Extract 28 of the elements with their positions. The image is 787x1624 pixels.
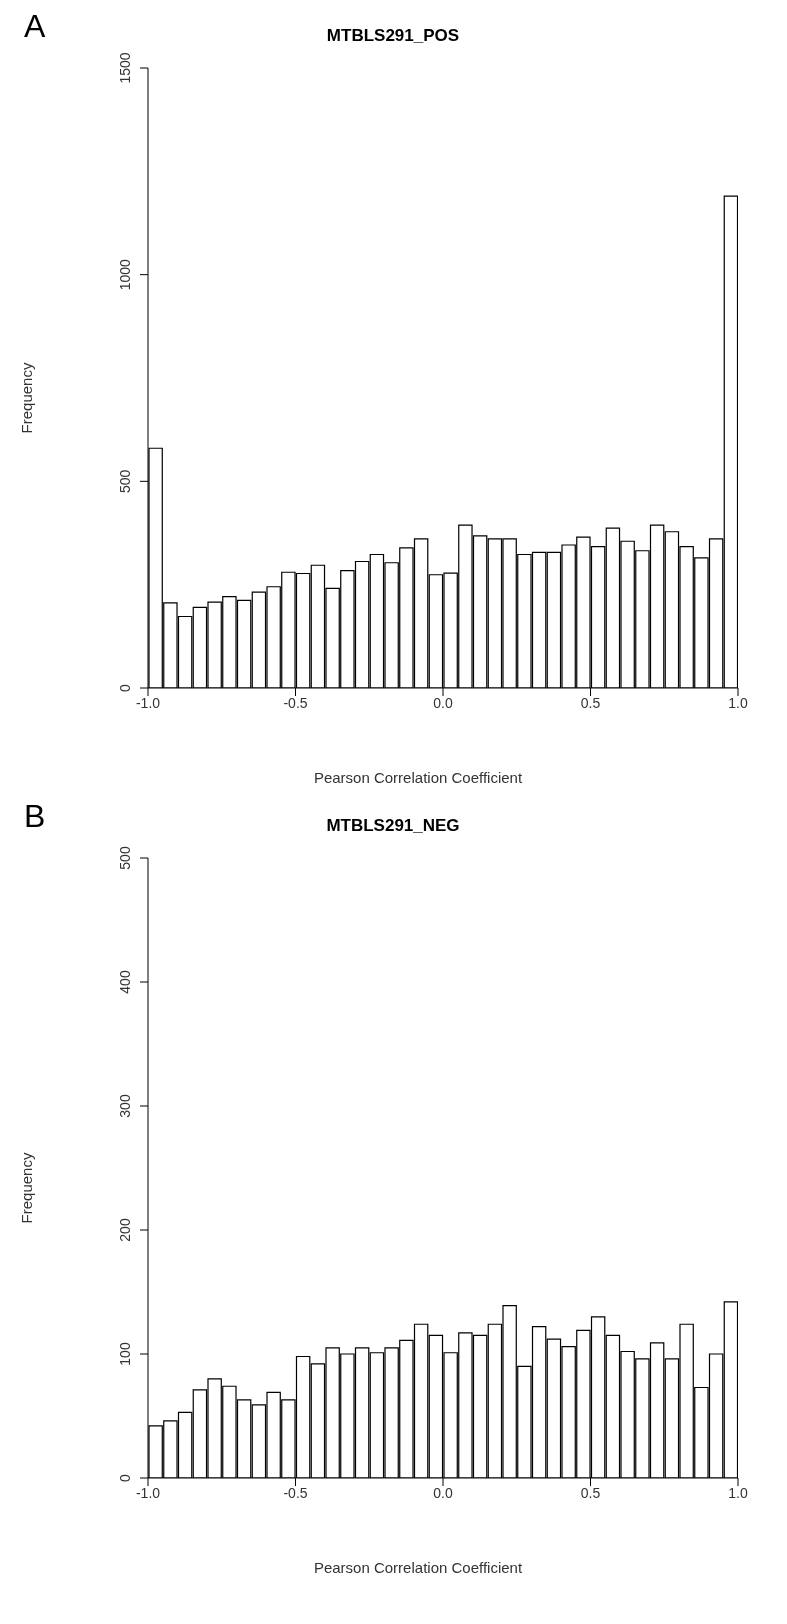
- chart-title: MTBLS291_POS: [326, 26, 460, 45]
- y-tick-label: 300: [117, 1094, 133, 1118]
- y-tick-label: 200: [117, 1218, 133, 1242]
- text: B: [24, 798, 46, 835]
- x-axis-title: Pearson Correlation Coefficient: [312, 1559, 524, 1576]
- x-tick-label: 0.0: [433, 1484, 453, 1501]
- y-axis-title: Frequency: [17, 1152, 35, 1224]
- x-tick-label: -1.0: [135, 694, 161, 711]
- y-axis-title: Frequency: [17, 362, 35, 434]
- x-tick-label: 0.5: [580, 694, 601, 711]
- x-tick-label: 1.0: [728, 1484, 748, 1501]
- y-tick-label: 0: [117, 683, 133, 692]
- x-axis-title: Pearson Correlation Coefficient: [312, 769, 524, 786]
- y-tick-label: 400: [117, 970, 133, 994]
- y-tick-label: 100: [117, 1342, 133, 1366]
- chart-title: MTBLS291_NEG: [326, 816, 460, 835]
- x-tick-label: 0.0: [433, 694, 453, 711]
- y-tick-label: 0: [117, 1473, 133, 1482]
- text: A: [24, 8, 46, 45]
- y-tick-label: 500: [117, 846, 133, 870]
- x-tick-label: -0.5: [283, 694, 308, 711]
- x-tick-label: -1.0: [135, 1484, 161, 1501]
- x-tick-label: 0.5: [580, 1484, 601, 1501]
- x-tick-label: 1.0: [728, 694, 748, 711]
- y-tick-label: 500: [117, 469, 133, 494]
- y-tick-label: 1500: [117, 52, 133, 84]
- x-tick-label: -0.5: [283, 1484, 308, 1501]
- y-tick-label: 1000: [117, 258, 133, 291]
